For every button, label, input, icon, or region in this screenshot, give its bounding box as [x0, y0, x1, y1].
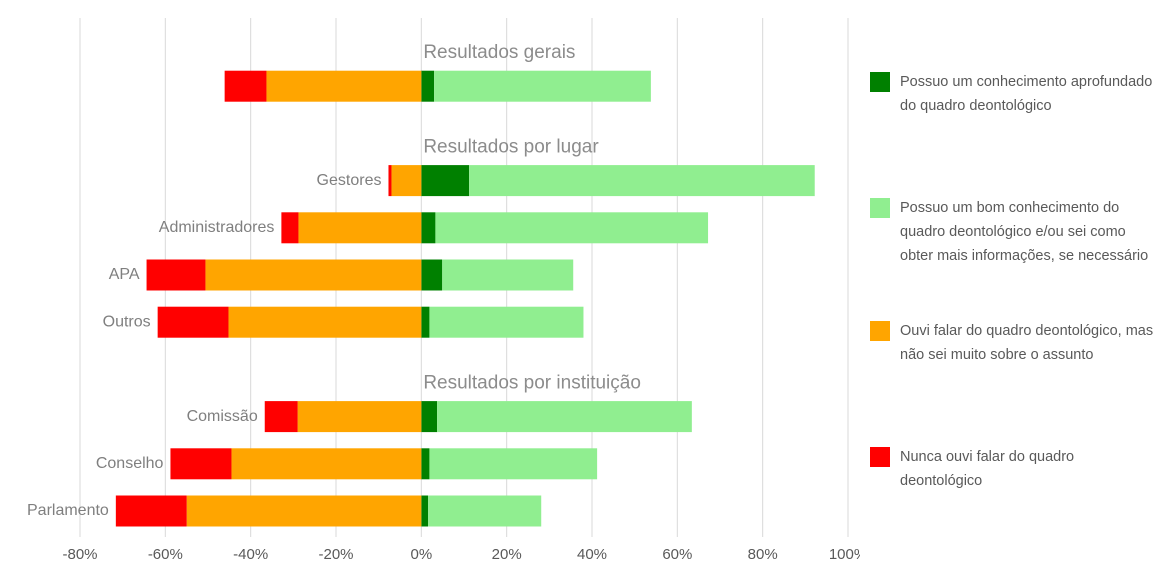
x-tick-label: -20% [318, 546, 353, 563]
bar-segment [264, 401, 298, 433]
bar-segment [266, 70, 422, 102]
legend-swatch [870, 72, 890, 92]
bar-segment [428, 495, 542, 527]
legend-label: Nunca ouvi falar do quadro deontológico [900, 449, 1075, 489]
category-label: Conselho [96, 455, 164, 472]
legend-swatch [870, 321, 890, 341]
x-tick-label: -80% [62, 546, 97, 563]
bar-segment [429, 448, 598, 480]
bar-segment [469, 165, 815, 197]
bar-segment [224, 70, 267, 102]
legend-label: Possuo um bom conhecimento do quadro deo… [900, 200, 1149, 264]
bar-segment [228, 306, 422, 338]
x-tick-label: -40% [233, 546, 268, 563]
bar-segment [429, 306, 584, 338]
category-label: Administradores [159, 219, 275, 236]
bar-segment [437, 401, 692, 433]
bar-segment [170, 448, 232, 480]
legend-swatch [870, 198, 890, 218]
bar-segment [434, 70, 651, 102]
group-title: Resultados por lugar [423, 136, 599, 157]
bar-segment [281, 212, 299, 244]
bar-segment [421, 495, 429, 527]
bar-segment [205, 259, 422, 291]
bar-segment [421, 306, 430, 338]
x-tick-label: 60% [662, 546, 692, 563]
category-label: Outros [103, 313, 151, 330]
x-tick-label: -60% [148, 546, 183, 563]
x-tick-label: 40% [577, 546, 607, 563]
legend-swatch [870, 447, 890, 467]
category-label: Gestores [317, 172, 382, 189]
bar-segment [388, 165, 392, 197]
legend-label: Possuo um conhecimento aprofundado do qu… [900, 74, 1153, 114]
bar-segment [442, 259, 574, 291]
bar-segment [157, 306, 229, 338]
bar-segment [421, 212, 436, 244]
bar-segment [115, 495, 187, 527]
bar-segment [231, 448, 422, 480]
x-tick-label: 0% [410, 546, 432, 563]
bar-segment [391, 165, 422, 197]
bar-segment [146, 259, 206, 291]
bar-segment [421, 165, 470, 197]
bar-segment [297, 401, 422, 433]
bar-segment [421, 259, 443, 291]
legend-label: Ouvi falar do quadro deontológico, mas n… [900, 323, 1154, 363]
category-label: APA [109, 266, 140, 283]
x-tick-label: 100% [829, 546, 860, 563]
group-title: Resultados gerais [423, 42, 575, 63]
x-tick-label: 80% [748, 546, 778, 563]
group-title: Resultados por instituição [423, 372, 641, 393]
category-label: Comissão [187, 408, 258, 425]
x-tick-label: 20% [492, 546, 522, 563]
bar-segment [435, 212, 709, 244]
bar-segment [421, 401, 438, 433]
bar-segment [421, 70, 435, 102]
bar-segment [298, 212, 422, 244]
chart: -80% -60% -40% -20% 0% 20% 40% 60% 80% 100% Result… [27, 18, 867, 563]
bar-segment [421, 448, 430, 480]
category-label: Parlamento [27, 502, 109, 519]
bar-segment [186, 495, 422, 527]
